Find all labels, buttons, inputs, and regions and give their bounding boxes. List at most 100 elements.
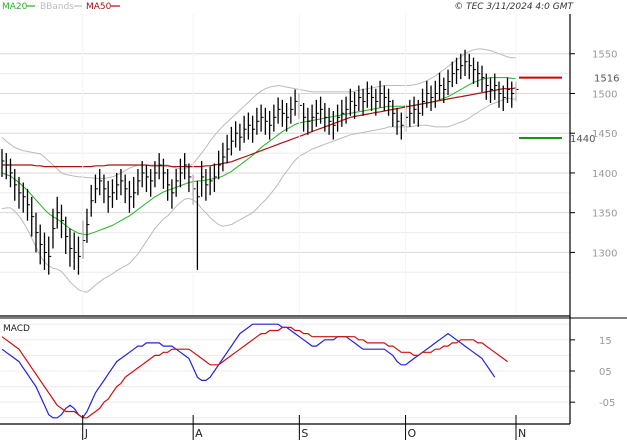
ohlc-bar xyxy=(213,163,217,193)
ohlc-bar xyxy=(103,174,107,204)
ohlc-bar xyxy=(302,103,307,132)
price-y-tick-label: 1550 xyxy=(592,50,617,61)
macd-y-tick-label: 15 xyxy=(599,336,612,347)
macd-series-signal xyxy=(1,326,508,419)
ohlc-bar xyxy=(494,73,498,100)
ohlc-bar xyxy=(94,174,98,204)
ohlc-bar xyxy=(409,99,413,127)
ohlc-bar xyxy=(472,57,477,84)
ohlc-bar xyxy=(481,65,485,92)
ohlc-bar xyxy=(65,216,69,255)
ohlc-bar xyxy=(290,96,294,124)
ohlc-bar xyxy=(511,81,515,108)
price-y-tick-label: 1400 xyxy=(592,169,617,180)
ohlc-bar xyxy=(341,99,345,127)
ohlc-bar xyxy=(116,172,120,200)
ohlc-bar xyxy=(434,80,438,108)
ohlc-bar xyxy=(396,107,400,135)
macd-panel: 15 05 -05 MACD xyxy=(0,323,615,419)
ohlc-bar xyxy=(184,153,188,180)
ohlc-bar xyxy=(162,158,166,189)
price-panel: 1516 1440 1300 1350 1400 1450 1500 1550 xyxy=(0,48,619,293)
ohlc-bar xyxy=(383,85,387,111)
ohlc-bar xyxy=(498,81,502,108)
price-y-tick-label: 1450 xyxy=(592,129,617,140)
ohlc-bar xyxy=(167,168,171,201)
ohlc-bar xyxy=(366,81,370,108)
copyright-text: © TEC 3/11/2024 4:0 GMT xyxy=(454,2,574,12)
ohlc-bar xyxy=(171,179,175,209)
price-y-tick-label: 1500 xyxy=(592,89,617,100)
macd-series-macd xyxy=(1,323,496,419)
ohlc-bar xyxy=(285,103,290,132)
macd-title: MACD xyxy=(3,324,30,334)
ohlc-bar xyxy=(120,168,124,196)
ohlc-bar xyxy=(294,89,298,116)
price-y-tick-label: 1300 xyxy=(592,248,617,259)
ohlc-bar xyxy=(468,53,472,80)
ohlc-bar xyxy=(264,107,268,135)
ohlc-bar xyxy=(421,88,426,116)
ohlc-bar xyxy=(451,61,455,88)
macd-y-tick-label: 05 xyxy=(599,367,612,378)
ohlc-bar xyxy=(175,168,179,197)
ohlc-bar xyxy=(124,174,128,204)
ohlc-bar xyxy=(375,88,379,116)
ohlc-bar xyxy=(26,188,30,221)
level-label-1440: 1440 xyxy=(570,134,595,145)
ohlc-bar xyxy=(31,196,35,237)
ohlc-bar xyxy=(307,107,311,135)
macd-lines xyxy=(1,323,508,419)
ohlc-bar xyxy=(311,104,315,132)
ohlc-bar xyxy=(502,85,506,111)
ohlc-bar xyxy=(150,168,154,197)
ohlc-bar xyxy=(324,103,328,132)
ohlc-bar xyxy=(273,104,277,132)
ohlc-bar xyxy=(99,168,103,196)
ohlc-bar xyxy=(179,158,183,188)
ohlc-bar xyxy=(201,161,205,197)
ohlc-bar xyxy=(52,208,56,249)
ohlc-bar xyxy=(319,96,324,124)
ohlc-bar xyxy=(315,99,319,127)
series-line-ma50 xyxy=(2,87,517,168)
price-y-axis: 1300 1350 1400 1450 1500 1550 xyxy=(570,50,617,259)
legend-ma20-label: MA20 xyxy=(2,2,28,12)
ohlc-bar xyxy=(464,49,468,76)
ohlc-bar xyxy=(353,91,358,119)
price-indicator-lines xyxy=(1,48,517,293)
ohlc-bar xyxy=(226,134,230,164)
ohlc-bar xyxy=(336,104,341,132)
ohlc-bar xyxy=(60,204,64,239)
ohlc-bar xyxy=(426,80,430,108)
price-bars xyxy=(1,49,519,275)
macd-gridlines xyxy=(0,323,570,419)
ohlc-bar xyxy=(358,85,362,111)
ohlc-bar xyxy=(107,180,111,213)
macd-y-tick-label: -05 xyxy=(599,398,615,409)
x-tick-label: J xyxy=(84,427,88,440)
ohlc-bar xyxy=(277,97,281,124)
ohlc-bar xyxy=(158,153,162,180)
ohlc-bar xyxy=(260,104,264,132)
ohlc-bar xyxy=(455,57,460,84)
ohlc-bar xyxy=(137,168,141,196)
ohlc-bar xyxy=(460,53,464,80)
level-label-1516: 1516 xyxy=(594,74,619,85)
ohlc-bar xyxy=(209,166,213,196)
ohlc-bar xyxy=(205,168,209,201)
ohlc-bar xyxy=(145,165,149,193)
x-tick-label: O xyxy=(408,427,417,440)
series-line-bb_upper xyxy=(1,48,516,179)
legend-ma50-label: MA50 xyxy=(86,2,112,12)
ohlc-bar xyxy=(506,77,511,104)
ohlc-bar xyxy=(69,228,73,267)
ohlc-bar xyxy=(387,88,392,116)
ohlc-bar xyxy=(430,85,434,111)
ohlc-bar xyxy=(77,236,81,275)
ohlc-bar xyxy=(73,232,77,270)
header-legend: MA20 BBands MA50 xyxy=(2,2,120,12)
ohlc-bar xyxy=(128,180,132,213)
ohlc-bar xyxy=(133,176,137,208)
ohlc-bar xyxy=(90,184,94,217)
